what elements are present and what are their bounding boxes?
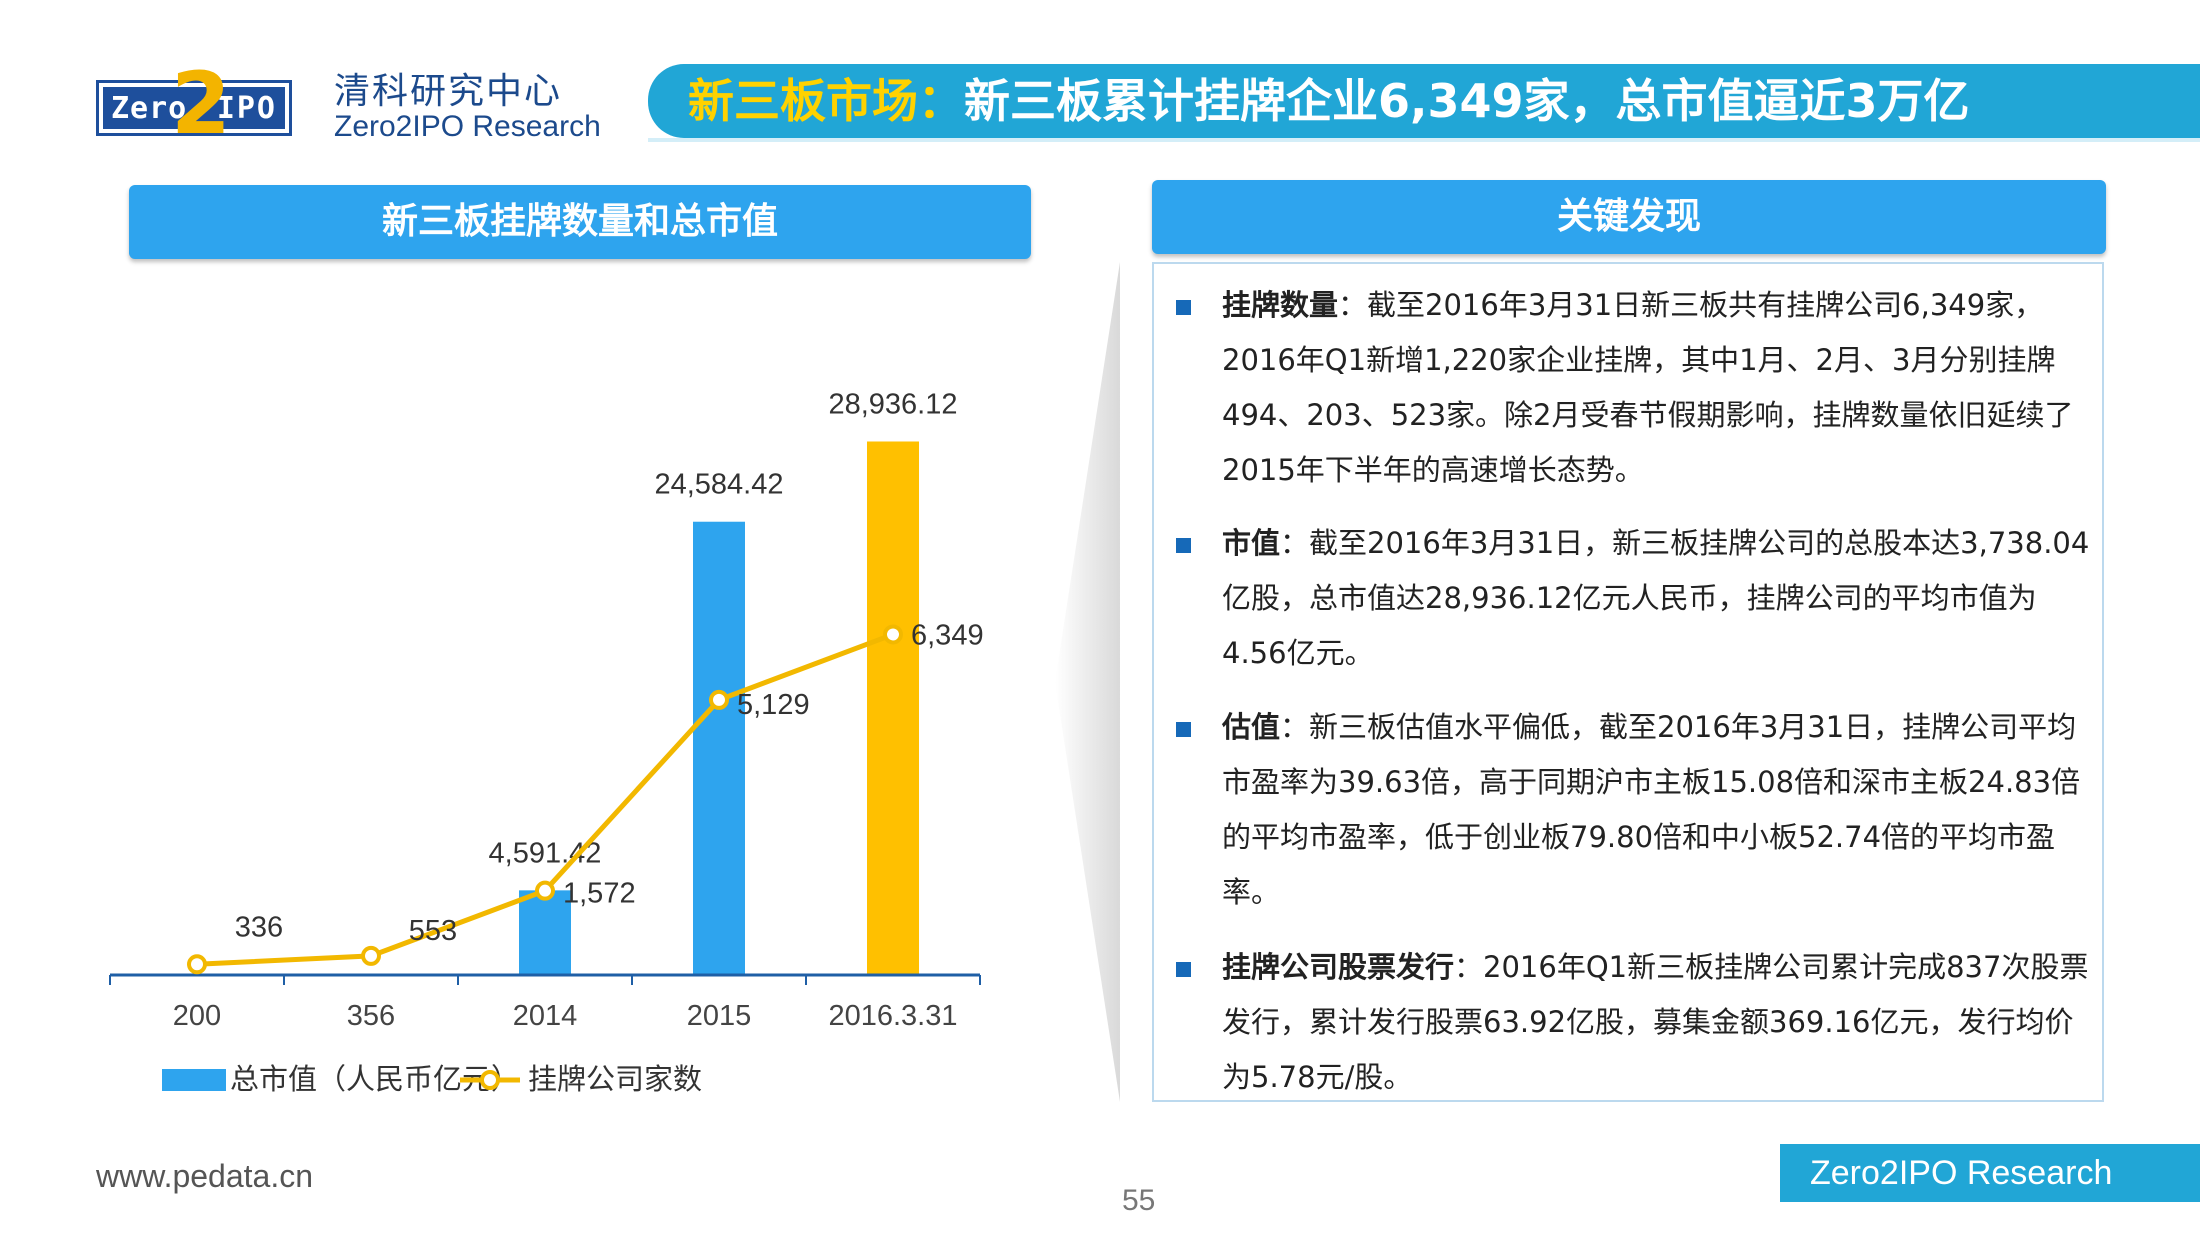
finding-label: 挂牌数量 <box>1222 288 1339 322</box>
page-title-main: 新三板累计挂牌企业6,349家，总市值逼近3万亿 <box>964 74 1970 128</box>
brand-name-en: Zero2IPO Research <box>334 110 601 143</box>
footer-url[interactable]: www.pedata.cn <box>96 1158 314 1194</box>
footer-brand: Zero2IPO Research <box>1780 1144 2200 1202</box>
logo-zero-text: Zero <box>111 91 188 126</box>
page-title-highlight: 新三板市场： <box>688 74 964 128</box>
key-findings-panel <box>1152 262 2104 1102</box>
legend-label-listed-companies: 挂牌公司家数 <box>528 1062 702 1096</box>
page-title: 新三板市场：新三板累计挂牌企业6,349家，总市值逼近3万亿 <box>688 66 1970 136</box>
chart-panel-title: 新三板挂牌数量和总市值 <box>129 185 1031 259</box>
finding-body: ：新三板估值水平偏低，截至2016年3月31日，挂牌公司平均市盈率为39.63倍… <box>1222 710 2081 909</box>
bullet-square-icon <box>1176 300 1191 315</box>
logo-ipo-text: IPO <box>216 91 277 126</box>
brand-name-cn: 清科研究中心 <box>334 71 563 112</box>
line-data-label: 336 <box>235 911 283 943</box>
line-point-listed-companies <box>187 954 207 975</box>
finding-text: 市值：截至2016年3月31日，新三板挂牌公司的总股本达3,738.04亿股，总… <box>1222 516 2092 681</box>
line-point-listed-companies <box>709 689 729 710</box>
finding-text: 估值：新三板估值水平偏低，截至2016年3月31日，挂牌公司平均市盈率为39.6… <box>1222 700 2092 920</box>
bullet-square-icon <box>1176 962 1191 977</box>
line-data-label: 6,349 <box>911 619 984 651</box>
finding-label: 市值 <box>1222 526 1281 560</box>
x-axis-tick-label: 356 <box>347 1000 395 1032</box>
finding-label: 估值 <box>1222 710 1281 744</box>
finding-item-market-value: 市值：截至2016年3月31日，新三板挂牌公司的总股本达3,738.04亿股，总… <box>1172 516 2092 681</box>
key-findings-title: 关键发现 <box>1152 180 2106 254</box>
bar-data-label: 24,584.42 <box>654 469 783 501</box>
bullet-square-icon <box>1176 722 1191 737</box>
panel-divider-arrow <box>1055 262 1120 1102</box>
title-banner-underline <box>648 138 2200 142</box>
listing-chart: 4,591.42 24,584.42 28,936.12 200 356 2014 2015… <box>109 388 984 1096</box>
finding-body: ：截至2016年3月31日，新三板挂牌公司的总股本达3,738.04亿股，总市值… <box>1222 526 2090 670</box>
page-number: 55 <box>1122 1184 1156 1217</box>
x-axis-tick-label: 2015 <box>687 1000 752 1032</box>
finding-body: ：2016年Q1新三板挂牌公司累计完成837次股票发行，累计发行股票63.92亿… <box>1222 950 2089 1094</box>
finding-text: 挂牌公司股票发行：2016年Q1新三板挂牌公司累计完成837次股票发行，累计发行… <box>1222 940 2092 1105</box>
line-data-label: 553 <box>409 915 457 947</box>
finding-item-listing-count: 挂牌数量：截至2016年3月31日新三板共有挂牌公司6,349家，2016年Q1… <box>1172 278 2092 498</box>
finding-body: ：截至2016年3月31日新三板共有挂牌公司6,349家，2016年Q1新增1,… <box>1222 288 2074 487</box>
title-banner <box>648 64 2200 138</box>
line-point-listed-companies <box>535 880 555 901</box>
bar-data-label: 4,591.42 <box>489 837 602 869</box>
finding-item-stock-issuance: 挂牌公司股票发行：2016年Q1新三板挂牌公司累计完成837次股票发行，累计发行… <box>1172 940 2092 1105</box>
bar-total-market-value <box>867 441 919 975</box>
line-point-listed-companies <box>883 624 903 645</box>
x-axis-tick-label: 2016.3.31 <box>828 1000 957 1032</box>
x-axis-tick-label: 2014 <box>513 1000 578 1032</box>
x-axis-tick-label: 200 <box>173 1000 221 1032</box>
logo-background: Zero IPO <box>103 87 285 129</box>
line-data-label: 1,572 <box>563 878 636 910</box>
zero2ipo-logo: Zero IPO 2 <box>96 61 292 147</box>
bar-total-market-value <box>693 521 745 975</box>
line-data-label: 5,129 <box>737 689 810 721</box>
legend-marker-listed-companies <box>480 1070 500 1090</box>
bullet-square-icon <box>1176 538 1191 553</box>
finding-label: 挂牌公司股票发行 <box>1222 950 1455 984</box>
finding-item-valuation: 估值：新三板估值水平偏低，截至2016年3月31日，挂牌公司平均市盈率为39.6… <box>1172 700 2092 920</box>
legend-swatch-market-value <box>162 1069 226 1091</box>
logo-two-text: 2 <box>171 54 231 154</box>
line-point-listed-companies <box>361 945 381 966</box>
bar-total-market-value <box>519 890 571 975</box>
bar-data-label: 28,936.12 <box>828 388 957 420</box>
finding-text: 挂牌数量：截至2016年3月31日新三板共有挂牌公司6,349家，2016年Q1… <box>1222 278 2092 498</box>
